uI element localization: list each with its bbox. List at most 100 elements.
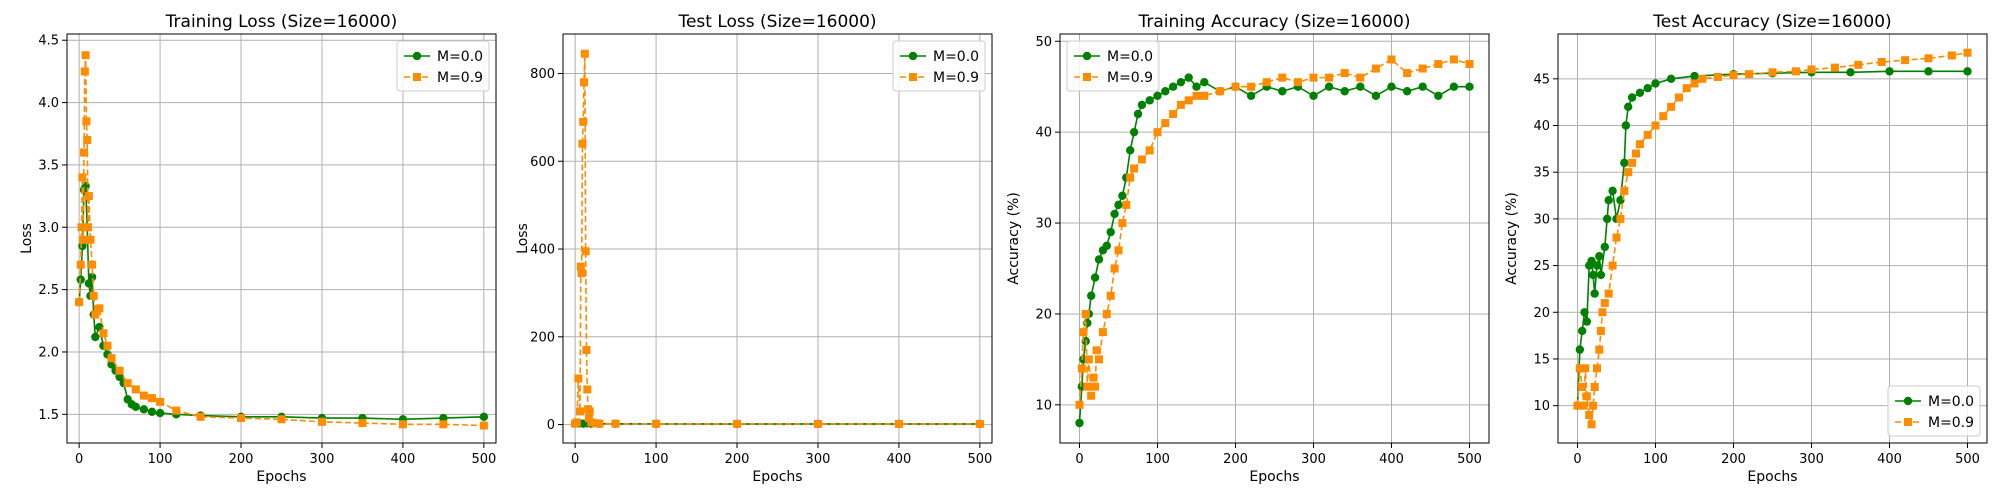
data-point-M=0.0 bbox=[1621, 121, 1631, 130]
data-point-M=0.0 bbox=[1278, 87, 1287, 96]
legend-label: M=0.0 bbox=[437, 49, 483, 65]
chart-title: Test Accuracy (Size=16000) bbox=[1652, 12, 1891, 32]
legend-marker bbox=[1903, 396, 1913, 406]
data-point-M=0.9 bbox=[1075, 400, 1084, 409]
data-point-M=0.0 bbox=[131, 402, 141, 412]
data-point-M=0.9 bbox=[358, 419, 367, 428]
legend: M=0.0 M=0.9 bbox=[396, 40, 490, 92]
data-point-M=0.9 bbox=[1667, 102, 1676, 111]
data-point-M=0.9 bbox=[652, 419, 661, 428]
data-point-M=0.9 bbox=[579, 117, 588, 126]
data-point-M=0.9 bbox=[576, 262, 585, 271]
x-tick-label: 300 bbox=[1301, 452, 1326, 467]
data-point-M=0.0 bbox=[1356, 82, 1365, 91]
data-point-M=0.0 bbox=[1596, 270, 1606, 280]
data-point-M=0.0 bbox=[1129, 127, 1139, 137]
x-tick-label: 100 bbox=[1643, 452, 1668, 467]
data-point-M=0.9 bbox=[975, 419, 984, 428]
data-point-M=0.9 bbox=[1153, 128, 1162, 137]
data-point-M=0.9 bbox=[1901, 56, 1910, 65]
data-point-M=0.0 bbox=[1604, 196, 1613, 205]
data-point-M=0.9 bbox=[1083, 382, 1092, 391]
data-point-M=0.9 bbox=[1200, 91, 1209, 100]
data-point-M=0.9 bbox=[1079, 328, 1088, 337]
plot-area bbox=[1573, 48, 1972, 429]
data-point-M=0.9 bbox=[76, 260, 85, 269]
data-point-M=0.0 bbox=[1153, 91, 1162, 101]
x-tick-label: 0 bbox=[75, 452, 83, 467]
data-point-M=0.9 bbox=[1309, 73, 1318, 82]
data-point-M=0.9 bbox=[1192, 91, 1201, 100]
data-point-M=0.9 bbox=[1612, 233, 1621, 242]
data-point-M=0.0 bbox=[1690, 71, 1699, 81]
data-point-M=0.9 bbox=[1418, 64, 1427, 73]
x-tick-label: 500 bbox=[471, 452, 496, 467]
data-point-M=0.9 bbox=[1587, 420, 1596, 429]
legend: M=0.0 M=0.9 bbox=[1887, 385, 1981, 437]
data-point-M=0.0 bbox=[1624, 102, 1633, 112]
y-axis-label: Loss bbox=[515, 223, 531, 254]
data-point-M=0.9 bbox=[580, 49, 589, 58]
data-point-M=0.9 bbox=[1745, 70, 1754, 79]
data-point-M=0.0 bbox=[1184, 73, 1193, 82]
data-point-M=0.9 bbox=[1089, 373, 1098, 382]
y-tick-label: 50 bbox=[1035, 35, 1052, 50]
data-point-M=0.0 bbox=[1102, 241, 1112, 250]
data-point-M=0.9 bbox=[317, 417, 326, 426]
data-point-M=0.0 bbox=[1465, 82, 1474, 91]
x-tick-label: 0 bbox=[1075, 452, 1083, 467]
data-point-M=0.9 bbox=[1947, 51, 1956, 60]
data-point-M=0.0 bbox=[91, 332, 100, 342]
data-point-M=0.9 bbox=[1145, 146, 1154, 155]
plot-area bbox=[570, 49, 985, 429]
data-point-M=0.0 bbox=[1588, 270, 1598, 280]
x-tick-label: 500 bbox=[967, 452, 992, 467]
data-point-M=0.0 bbox=[1635, 88, 1645, 98]
data-point-M=0.9 bbox=[1604, 289, 1613, 298]
data-point-M=0.9 bbox=[584, 413, 593, 422]
legend-marker bbox=[908, 51, 918, 61]
data-point-M=0.9 bbox=[1231, 82, 1240, 91]
data-point-M=0.9 bbox=[1387, 55, 1396, 64]
y-tick-label: 2.5 bbox=[38, 283, 59, 298]
data-point-M=0.9 bbox=[1122, 200, 1131, 209]
data-point-M=0.9 bbox=[1114, 246, 1123, 255]
data-point-M=0.9 bbox=[439, 420, 448, 429]
data-point-M=0.0 bbox=[1110, 209, 1119, 219]
data-point-M=0.9 bbox=[1768, 68, 1777, 77]
data-point-M=0.9 bbox=[894, 419, 903, 428]
data-point-M=0.0 bbox=[1387, 82, 1396, 91]
data-point-M=0.9 bbox=[1262, 78, 1271, 87]
x-tick-label: 0 bbox=[1573, 452, 1581, 467]
data-point-M=0.9 bbox=[1578, 382, 1587, 391]
data-point-M=0.0 bbox=[1192, 82, 1201, 91]
chart-panel-4: 0 100 200 300 400 500 10 15 20 25 30 35 40 45 Test Acc… bbox=[1504, 12, 1988, 485]
data-point-M=0.0 bbox=[115, 372, 124, 382]
legend: M=0.0 M=0.9 bbox=[892, 40, 986, 92]
data-point-M=0.0 bbox=[1575, 345, 1585, 354]
data-point-M=0.9 bbox=[79, 235, 88, 244]
y-tick-label: 2.0 bbox=[38, 345, 59, 360]
data-point-M=0.9 bbox=[1877, 58, 1886, 67]
data-point-M=0.0 bbox=[1126, 146, 1135, 155]
data-point-M=0.9 bbox=[1371, 64, 1380, 73]
legend-marker bbox=[412, 51, 422, 61]
data-point-M=0.0 bbox=[1309, 91, 1318, 101]
data-point-M=0.9 bbox=[80, 67, 89, 76]
y-tick-label: 40 bbox=[1533, 119, 1550, 134]
data-point-M=0.9 bbox=[479, 421, 488, 430]
legend-marker bbox=[1082, 51, 1092, 61]
plot-area bbox=[74, 51, 489, 430]
data-point-M=0.9 bbox=[1118, 219, 1127, 228]
data-point-M=0.0 bbox=[1602, 214, 1612, 224]
data-point-M=0.9 bbox=[1077, 364, 1086, 373]
data-point-M=0.0 bbox=[1161, 87, 1170, 96]
x-tick-label: 300 bbox=[1799, 452, 1824, 467]
x-axis-label: Epochs bbox=[1747, 469, 1797, 485]
x-axis-label: Epochs bbox=[1249, 469, 1299, 485]
data-point-M=0.9 bbox=[1278, 73, 1287, 82]
data-point-M=0.9 bbox=[1624, 168, 1633, 177]
chart-panel-1: 0 100 200 300 400 500 1.5 2.0 2.5 3.0 3.5 4.0 4.5 Tra… bbox=[19, 12, 497, 485]
data-point-M=0.0 bbox=[84, 279, 94, 288]
data-point-M=0.0 bbox=[1340, 87, 1349, 96]
